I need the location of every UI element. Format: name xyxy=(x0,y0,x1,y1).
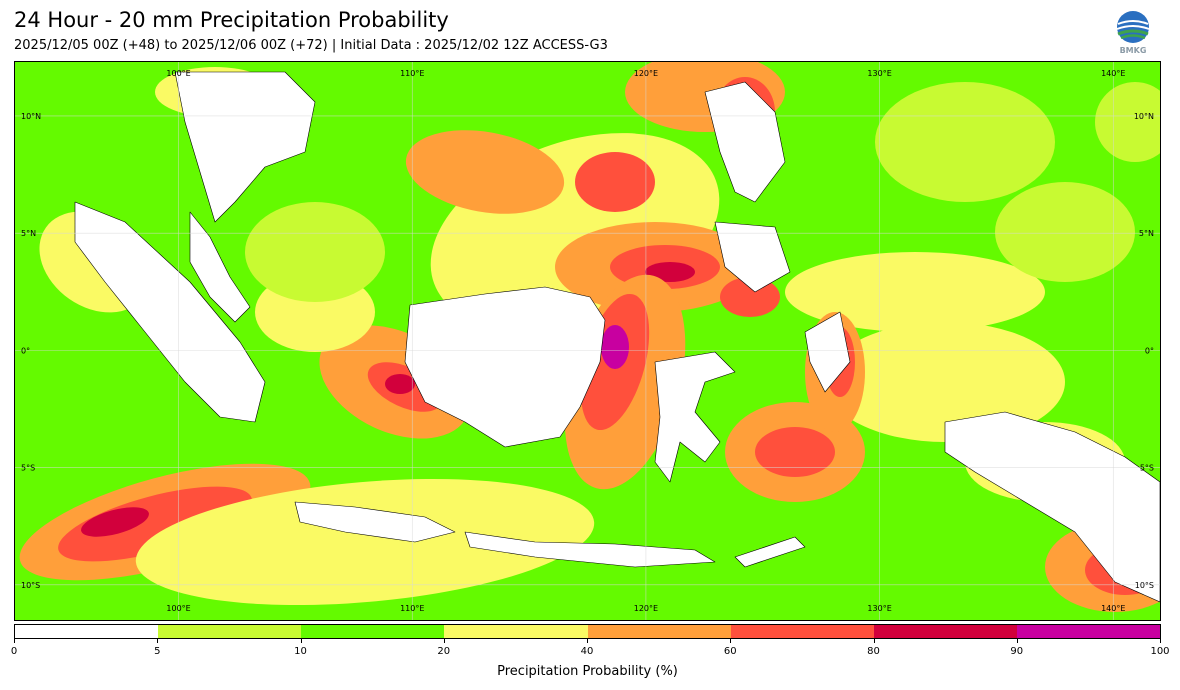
colorbar-segment xyxy=(1016,625,1160,638)
colorbar-segment xyxy=(587,625,731,638)
probability-region xyxy=(385,374,415,394)
lon-label-bottom: 130°E xyxy=(867,604,891,613)
colorbar-segment xyxy=(15,625,159,638)
colorbar-tick-label: 90 xyxy=(1010,646,1024,657)
colorbar-tick xyxy=(730,639,732,643)
map-subtitle: 2025/12/05 00Z (+48) to 2025/12/06 00Z (… xyxy=(14,38,608,53)
lesser-sunda-land xyxy=(464,531,716,568)
probability-region xyxy=(785,252,1045,332)
lat-label-right: 5°N xyxy=(1139,229,1154,238)
lat-label-right: 10°N xyxy=(1134,112,1154,121)
lat-label-left: 5°N xyxy=(21,229,36,238)
lon-label-top: 110°E xyxy=(400,69,424,78)
colorbar-tick xyxy=(157,639,159,643)
lat-label-left: 5°S xyxy=(21,464,35,473)
precipitation-map[interactable]: 100°E 100°E 110°E 110°E 120°E 120°E 130°E 130°E… xyxy=(14,61,1161,621)
lat-label-left: 10°N xyxy=(21,112,41,121)
borneo-land xyxy=(404,286,606,448)
map-title: 24 Hour - 20 mm Precipitation Probabilit… xyxy=(14,8,449,32)
colorbar-tick xyxy=(873,639,875,643)
bmkg-logo-text: BMKG xyxy=(1120,46,1147,55)
colorbar xyxy=(14,624,1161,639)
colorbar-tick xyxy=(443,639,445,643)
colorbar-segment xyxy=(873,625,1017,638)
colorbar-tick-label: 5 xyxy=(154,646,161,657)
probability-region xyxy=(1095,82,1160,162)
lon-label-bottom: 110°E xyxy=(400,604,424,613)
colorbar-tick xyxy=(587,639,588,643)
probability-region xyxy=(601,325,629,369)
lat-label-right: 0° xyxy=(1145,346,1154,355)
mindanao-land xyxy=(714,221,791,293)
probability-region xyxy=(575,152,655,212)
colorbar-tick xyxy=(300,639,302,643)
colorbar-tick xyxy=(1160,639,1161,643)
probability-region xyxy=(755,427,835,477)
probability-region xyxy=(645,262,695,282)
probability-region xyxy=(135,478,595,606)
lon-label-top: 100°E xyxy=(166,69,190,78)
lon-label-bottom: 120°E xyxy=(634,604,658,613)
probability-region xyxy=(405,130,565,214)
probability-region xyxy=(81,507,149,537)
graticule xyxy=(15,62,1160,620)
lon-label-top: 130°E xyxy=(867,69,891,78)
sulawesi-land xyxy=(654,351,736,483)
colorbar-segment xyxy=(158,625,302,638)
colorbar-tick-label: 60 xyxy=(723,646,737,657)
new-guinea-land xyxy=(944,411,1160,603)
malay-peninsula-land xyxy=(189,211,251,323)
timor-land xyxy=(734,536,806,568)
colorbar-tick-label: 100 xyxy=(1150,646,1170,657)
indochina-land xyxy=(174,71,316,223)
lat-label-right: 10°S xyxy=(1135,581,1154,590)
bmkg-logo: BMKG xyxy=(1114,10,1152,56)
colorbar-tick-label: 40 xyxy=(580,646,594,657)
colorbar-segment xyxy=(730,625,874,638)
colorbar-tick-label: 0 xyxy=(10,646,18,657)
lon-label-top: 140°E xyxy=(1101,69,1125,78)
sumatra-land xyxy=(74,201,266,423)
colorbar-segment xyxy=(444,625,588,638)
probability-region xyxy=(875,82,1055,202)
colorbar-tick-label: 20 xyxy=(437,646,451,657)
colorbar-segment xyxy=(301,625,445,638)
colorbar-tick xyxy=(14,639,15,643)
halmahera-land xyxy=(804,311,851,393)
colorbar-tick xyxy=(1016,639,1018,643)
lon-label-top: 120°E xyxy=(634,69,658,78)
java-land xyxy=(294,501,456,543)
colorbar-tick-label: 80 xyxy=(867,646,880,657)
land-mask xyxy=(74,71,1160,603)
lon-label-bottom: 140°E xyxy=(1101,604,1125,613)
probability-region xyxy=(720,277,780,317)
lon-label-bottom: 100°E xyxy=(166,604,190,613)
probability-region xyxy=(58,486,252,562)
probability-region xyxy=(995,182,1135,282)
colorbar-label: Precipitation Probability (%) xyxy=(497,664,678,679)
colorbar-tick-label: 10 xyxy=(294,646,307,657)
lat-label-right: 5°S xyxy=(1140,464,1154,473)
probability-region xyxy=(245,202,385,302)
lat-label-left: 10°S xyxy=(21,581,40,590)
graticule-labels: 100°E 100°E 110°E 110°E 120°E 120°E 130°E 130°E… xyxy=(21,69,1154,613)
lat-label-left: 0° xyxy=(21,346,30,355)
philippines-land xyxy=(704,81,786,203)
